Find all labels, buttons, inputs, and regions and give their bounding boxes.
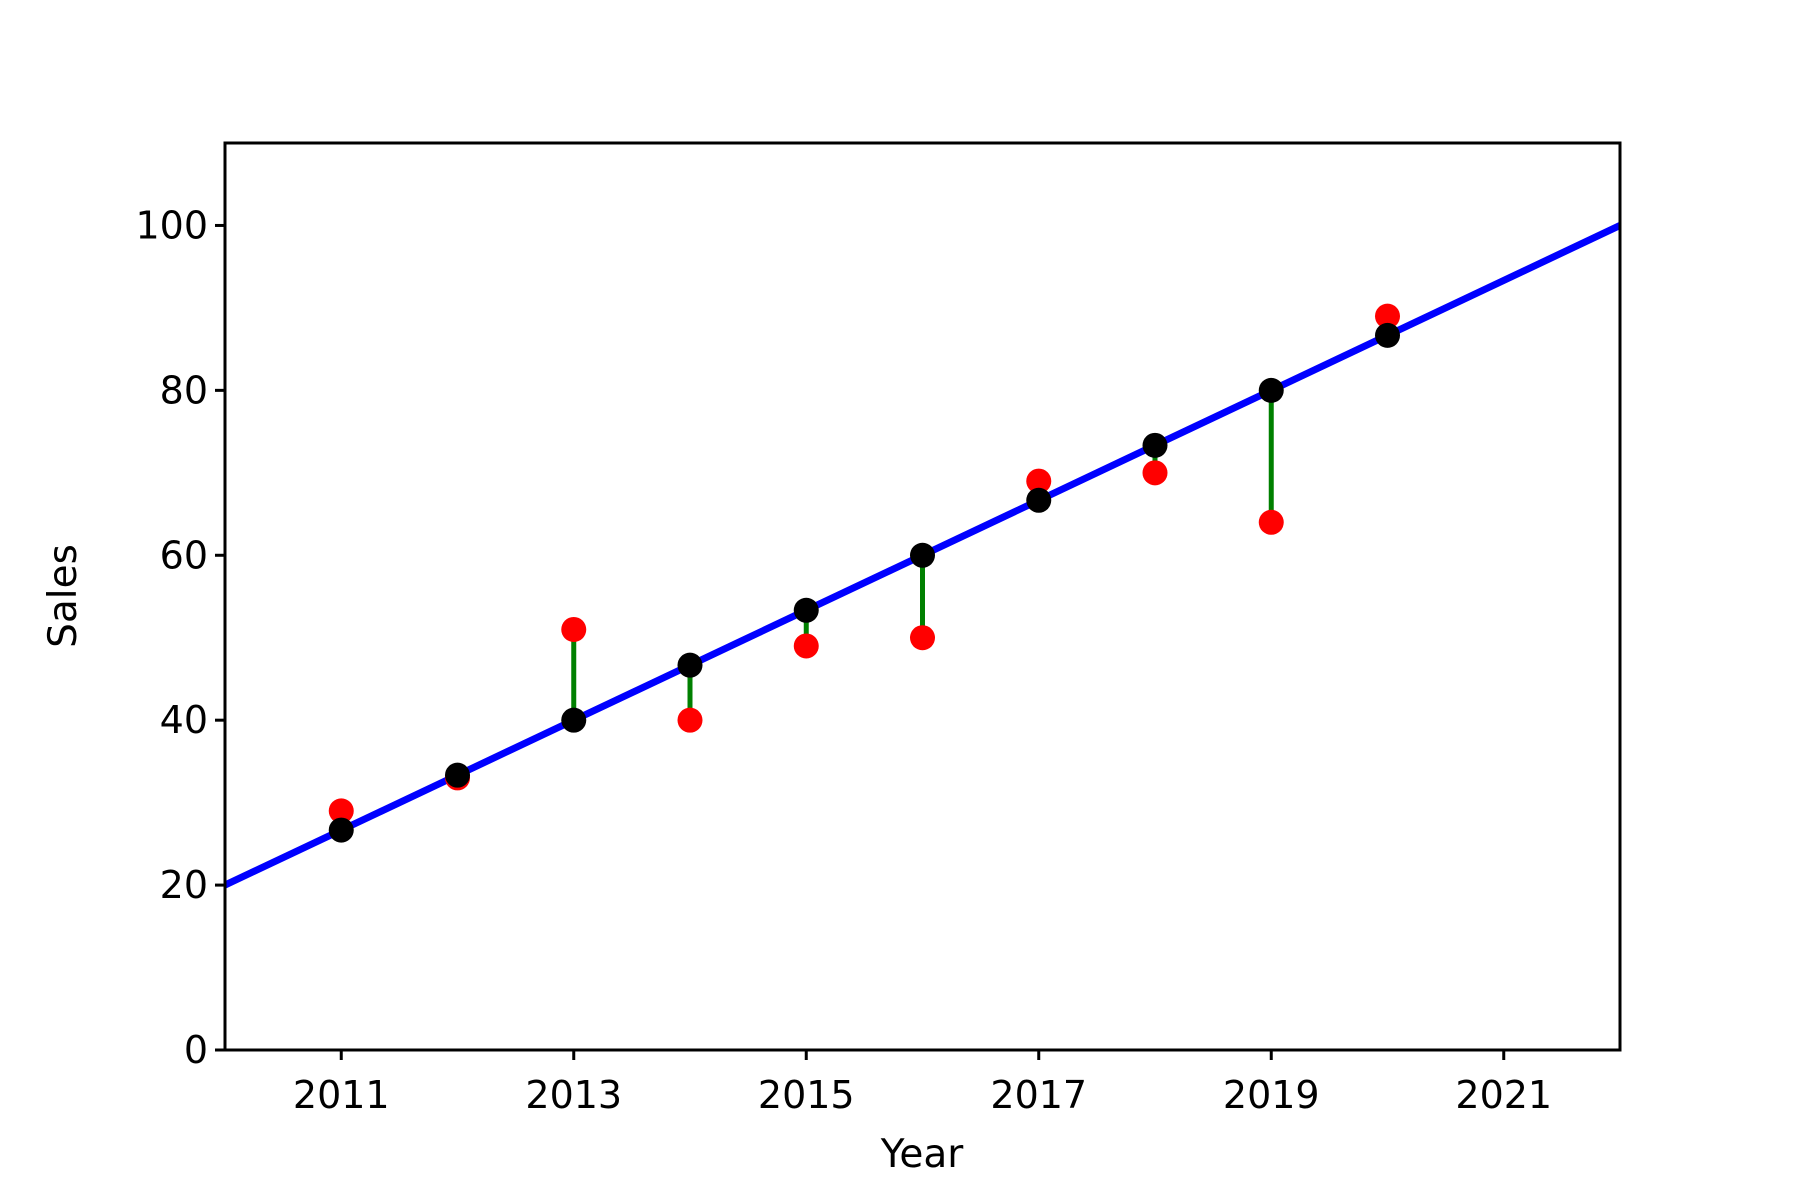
y-tick-label: 40 — [160, 698, 208, 742]
x-tick-label: 2021 — [1455, 1073, 1552, 1117]
fitted-data-point — [1375, 322, 1400, 348]
y-tick-label: 80 — [160, 368, 208, 412]
fitted-data-point — [561, 707, 587, 733]
x-tick-label: 2013 — [525, 1073, 622, 1117]
fitted-data-point — [445, 762, 470, 788]
x-tick-label: 2017 — [990, 1073, 1087, 1117]
fitted-data-point — [793, 597, 819, 623]
actual-data-point — [910, 625, 935, 651]
fitted-data-point — [910, 542, 935, 568]
y-tick-label: 20 — [160, 863, 208, 907]
y-axis-label: Sales — [41, 544, 86, 648]
actual-points-layer — [328, 303, 1400, 824]
x-tick-label: 2011 — [293, 1073, 390, 1117]
actual-data-point — [1026, 468, 1052, 494]
actual-data-point — [677, 707, 703, 733]
actual-data-point — [328, 798, 354, 824]
actual-data-point — [1375, 303, 1400, 329]
actual-data-point — [1258, 509, 1284, 535]
x-axis-label: Year — [880, 1132, 965, 1177]
actual-data-point — [1142, 460, 1168, 486]
fitted-data-point — [328, 817, 354, 843]
fitted-data-point — [1258, 377, 1284, 403]
actual-data-point — [561, 616, 587, 642]
fitted-data-point — [677, 652, 703, 678]
x-tick-label: 2015 — [758, 1073, 855, 1117]
x-tick-label: 2019 — [1223, 1073, 1320, 1117]
y-tick-label: 100 — [135, 203, 208, 247]
actual-data-point — [793, 633, 819, 659]
fitted-data-point — [1142, 432, 1168, 458]
fitted-points-layer — [328, 322, 1400, 843]
fitted-data-point — [1026, 487, 1052, 513]
y-tick-label: 60 — [160, 533, 208, 577]
plot-border — [223, 141, 1622, 1052]
y-tick-label: 0 — [184, 1028, 208, 1072]
axes-layer: 2011 2013 2015 2017 2019 2021 0 20 40 60 80 100 — [135, 141, 1622, 1117]
